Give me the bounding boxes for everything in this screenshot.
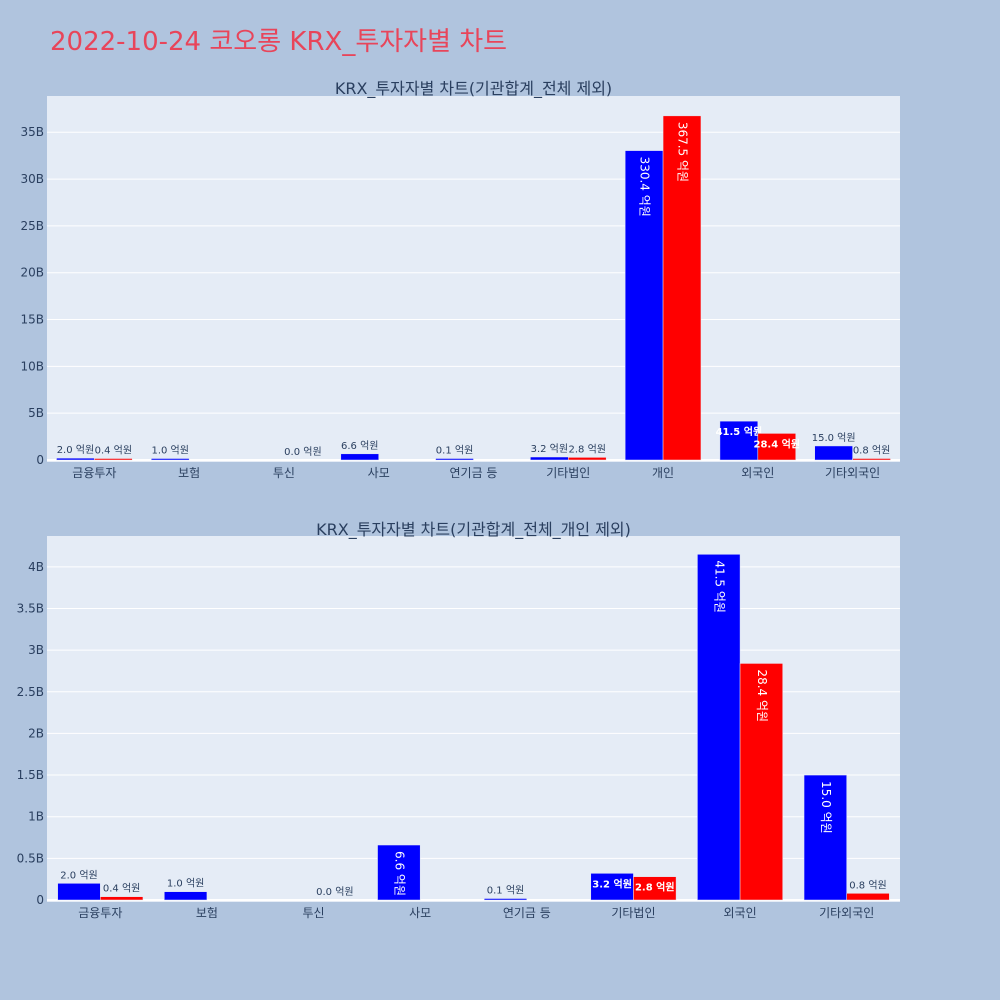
x-tick-label: 연기금 등 [450, 466, 498, 480]
data-label: 41.5 억원 [712, 560, 726, 613]
bar [377, 844, 421, 901]
data-label: 367.5 억원 [676, 122, 690, 182]
x-tick-label: 투신 [273, 466, 295, 480]
y-tick-label: 0 [36, 453, 44, 467]
data-label: 0.4 억원 [103, 883, 140, 895]
bar [852, 458, 891, 461]
bar [435, 458, 474, 461]
plot-area [47, 96, 900, 462]
x-tick-label: 외국인 [724, 906, 757, 920]
bar [56, 457, 95, 461]
bar [94, 458, 133, 461]
x-tick-label: 사모 [368, 466, 390, 480]
y-tick-label: 5B [28, 406, 44, 420]
bottom-chart: KRX_투자자별 차트(기관합계_전체_개인 제외) 0 0.5B 1B 1.5B 2B 2… [17, 520, 900, 920]
data-label: 0.8 억원 [853, 445, 890, 457]
bar [530, 456, 569, 461]
y-tick-label: 1B [28, 810, 44, 824]
y-tick-label: 10B [20, 359, 44, 373]
data-label: 0.1 억원 [487, 885, 524, 897]
data-label: 6.6 억원 [392, 851, 406, 896]
data-label: 2.8 억원 [635, 881, 675, 894]
y-tick-label: 1.5B [17, 768, 44, 782]
x-tick-label: 기타외국인 [819, 906, 874, 920]
data-label: 0.1 억원 [436, 445, 473, 457]
data-label: 1.0 억원 [167, 878, 204, 890]
data-label: 0.4 억원 [95, 445, 132, 457]
x-tick-label: 기타법인 [546, 466, 590, 480]
bar [624, 150, 664, 461]
x-tick-label: 금융투자 [78, 906, 122, 920]
bar [483, 898, 528, 901]
y-tick-label: 4B [28, 560, 44, 574]
y-tick-label: 3.5B [17, 601, 44, 615]
data-label: 3.2 억원 [592, 877, 632, 890]
chart-title: KRX_투자자별 차트(기관합계_전체_개인 제외) [316, 520, 631, 540]
y-tick-label: 0 [36, 893, 44, 907]
data-label: 0.0 억원 [284, 446, 321, 458]
x-tick-label: 외국인 [741, 466, 774, 480]
y-tick-label: 25B [20, 219, 44, 233]
bar [697, 554, 741, 901]
x-tick-label: 투신 [303, 906, 325, 920]
bar [151, 458, 190, 461]
y-tick-label: 0.5B [17, 851, 44, 865]
x-tick-label: 보험 [178, 466, 200, 480]
bar [662, 115, 702, 461]
bar [814, 445, 853, 461]
bar [164, 891, 208, 901]
data-label: 1.0 억원 [151, 445, 188, 457]
chart-title: KRX_투자자별 차트(기관합계_전체 제외) [335, 79, 612, 99]
data-label: 2.8 억원 [568, 443, 605, 455]
y-tick-label: 2.5B [17, 685, 44, 699]
bar [568, 457, 607, 461]
data-label: 2.0 억원 [60, 869, 97, 881]
data-label: 2.0 억원 [57, 444, 94, 456]
x-tick-label: 기타법인 [611, 906, 655, 920]
x-tick-label: 금융투자 [72, 466, 116, 480]
y-tick-label: 3B [28, 643, 44, 657]
y-tick-label: 20B [20, 266, 44, 280]
bar [340, 453, 379, 461]
y-tick-label: 2B [28, 726, 44, 740]
data-label: 3.2 억원 [531, 443, 568, 455]
data-label: 330.4 억원 [638, 157, 652, 217]
data-label: 0.8 억원 [849, 879, 886, 891]
data-label: 6.6 억원 [341, 440, 378, 452]
bar [739, 663, 783, 901]
bar [633, 876, 677, 901]
x-tick-label: 사모 [409, 906, 431, 920]
bar [590, 873, 634, 901]
x-tick-label: 보험 [196, 906, 218, 920]
x-tick-label: 기타외국인 [825, 466, 880, 480]
top-chart: KRX_투자자별 차트(기관합계_전체 제외) 0 5B 10B 15B 20B 25B 30… [20, 79, 900, 480]
bar [803, 774, 847, 901]
data-label: 15.0 억원 [819, 781, 833, 834]
bar [719, 420, 759, 461]
bar [57, 883, 101, 901]
x-tick-label: 개인 [652, 466, 674, 480]
y-tick-label: 35B [20, 125, 44, 139]
x-tick-label: 연기금 등 [503, 906, 551, 920]
data-label: 41.5 억원 [716, 425, 763, 438]
page-title: 2022-10-24 코오롱 KRX_투자자별 차트 [50, 27, 507, 57]
bar [757, 433, 796, 461]
data-label: 15.0 억원 [812, 432, 856, 444]
data-label: 28.4 억원 [755, 669, 769, 722]
bar [100, 896, 144, 901]
y-tick-label: 30B [20, 172, 44, 186]
bar [846, 893, 890, 901]
data-label: 0.0 억원 [316, 886, 353, 898]
data-label: 28.4 억원 [754, 437, 801, 450]
y-tick-label: 15B [20, 313, 44, 327]
